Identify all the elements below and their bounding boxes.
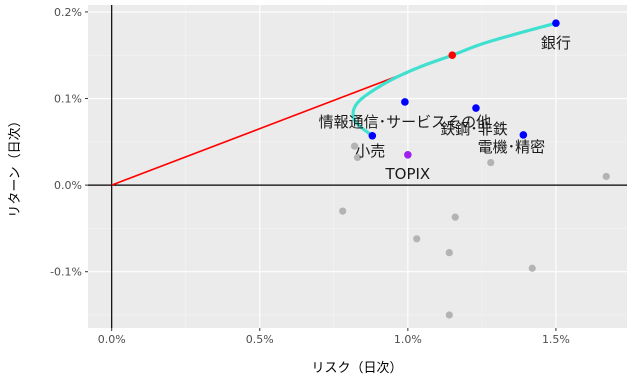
other-point [413,235,421,243]
point-label: 電機･精密 [478,138,546,156]
topix-point [404,151,412,159]
topix-marker [404,151,412,159]
other-point [350,142,359,150]
other-point [445,311,453,319]
y-tick-label: -0.1% [50,266,82,279]
other-point [487,159,495,167]
selected-point [552,19,560,27]
x-axis-ticks: 0.0% 0.5% 1.0% 1.5% [98,328,570,346]
selected-point [472,104,480,112]
selected-point [519,131,528,139]
y-tick-label: 0.2% [54,6,82,19]
selected-point [401,98,409,106]
frontier-curve [351,21,558,138]
other-point [353,153,362,162]
x-tick-label: 1.0% [394,333,422,346]
plot-panel [88,5,627,328]
y-tick-label: 0.1% [54,93,82,106]
x-axis-title: リスク（日次） [311,360,402,376]
tangency-marker [448,51,457,60]
point-label: 小売 [355,142,385,160]
other-point [445,249,453,257]
efficient-frontier [351,21,558,138]
selected-point [368,131,377,140]
point-label: TOPIX [384,165,430,183]
tangency-point [448,51,457,60]
other-point [528,264,536,272]
other-point [451,213,459,221]
point-label: 鉄鋼･非鉄 [440,120,508,138]
y-axis-ticks: -0.1% 0.0% 0.1% 0.2% [50,6,88,279]
selected-points [368,19,560,140]
x-tick-label: 0.5% [246,333,274,346]
y-tick-label: 0.0% [54,179,82,192]
x-tick-label: 0.0% [98,333,126,346]
other-point [602,172,610,181]
x-tick-label: 1.5% [542,333,570,346]
point-label: 情報通信･サービスその他 [319,113,492,131]
grid-minor [88,5,627,328]
other-point [339,207,347,215]
zero-lines [88,5,627,328]
other-points [339,142,610,319]
point-label: 銀行 [541,34,571,52]
y-axis-title: リターン（日次） [7,114,23,217]
